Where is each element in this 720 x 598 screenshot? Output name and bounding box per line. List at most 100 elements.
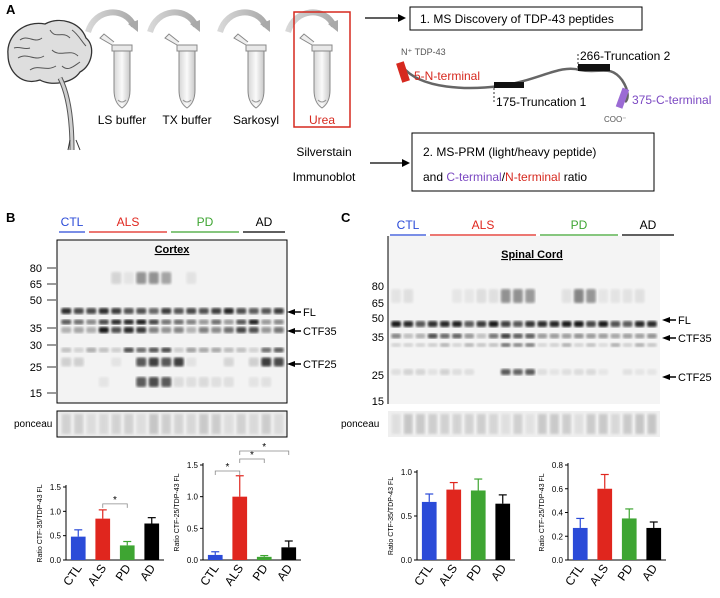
blot-band: [136, 308, 147, 314]
y-tick-label: 0.5: [187, 524, 199, 533]
blot-band: [198, 319, 209, 325]
blot-band: [123, 272, 134, 284]
blot-band: [513, 321, 523, 327]
ponceau-lane: [274, 414, 284, 434]
blot-band: [136, 347, 147, 353]
mw-marker: 15: [30, 388, 42, 400]
ponceau-lane: [489, 414, 498, 434]
blot-band: [573, 343, 584, 347]
blot-band: [500, 369, 511, 375]
blot-band: [586, 321, 596, 327]
y-tick-label: 0.0: [187, 556, 199, 565]
blot-band: [198, 347, 209, 353]
ponceau-lane: [623, 414, 632, 434]
blot-band: [223, 327, 234, 333]
blot-band: [261, 308, 272, 314]
mw-marker: 65: [372, 298, 384, 310]
group-label-ad: AD: [256, 215, 273, 229]
blot-band: [261, 347, 272, 353]
ponceau-lane: [513, 414, 523, 434]
blot-band: [427, 321, 438, 327]
x-tick-label: PD: [250, 561, 271, 583]
buffer-label-urea: Urea: [309, 113, 335, 127]
blot-band: [415, 333, 426, 339]
c-terminal-label: 375-C-terminal: [632, 93, 711, 107]
tube-icon: [299, 33, 333, 109]
blot-band: [136, 357, 147, 367]
blot-band: [236, 319, 247, 325]
blot-band: [61, 357, 72, 367]
blot-band: [173, 308, 184, 314]
bar-chart-c-right: 0.0 0.2 0.4 0.6 0.8 Ratio CTF-25/TDP-43 FL CTL…: [539, 461, 666, 588]
blot-band: [186, 272, 197, 284]
blot-band: [211, 347, 222, 353]
blot-band: [73, 357, 84, 367]
band-arrow-icon: [287, 361, 295, 367]
blot-band: [525, 333, 535, 339]
blot-band: [173, 319, 184, 325]
ponceau-lane: [74, 414, 84, 434]
blot-band: [223, 357, 234, 367]
blot-band: [161, 308, 172, 314]
blot-band: [198, 308, 209, 314]
spinal-band-labels: FL CTF35 CTF25: [662, 315, 712, 384]
spinal-ponceau-label: ponceau: [341, 419, 379, 430]
blot-band: [148, 377, 159, 387]
truncation2-label: 266-Truncation 2: [580, 49, 671, 63]
blot-band: [561, 369, 572, 375]
blot-band: [561, 289, 572, 303]
mw-marker: 25: [30, 362, 42, 374]
blot-band: [634, 343, 645, 347]
blot-band: [634, 333, 645, 339]
ponceau-lane: [124, 414, 134, 434]
blot-band: [248, 319, 259, 325]
bar-ad: [281, 547, 297, 560]
buffer-label-sarkosyl: Sarkosyl: [233, 113, 279, 127]
blot-band: [573, 321, 584, 327]
blot-band: [173, 347, 184, 353]
blot-band: [452, 333, 462, 339]
bar-ctl: [572, 527, 588, 560]
blot-band: [111, 308, 122, 314]
x-tick-label: AD: [137, 561, 158, 583]
blot-band: [403, 333, 414, 339]
group-label-ctl: CTL: [397, 218, 420, 232]
band-label-ctf25: CTF25: [678, 372, 712, 384]
significance-bracket: [239, 450, 290, 455]
y-axis-label: Ratio CTF-35/TDP-43 FL: [37, 484, 44, 562]
ms-prm-box: [411, 132, 655, 192]
blot-band: [513, 333, 523, 339]
blot-band: [148, 347, 159, 353]
mw-marker: 35: [30, 323, 42, 335]
panel-a-label: A: [6, 2, 16, 17]
blot-band: [537, 343, 548, 347]
blot-band: [161, 327, 172, 333]
blot-band: [427, 369, 438, 375]
blot-band: [61, 347, 72, 353]
blot-band: [586, 333, 596, 339]
blot-band: [261, 377, 272, 387]
blot-band: [439, 343, 450, 347]
ponceau-lane: [224, 414, 234, 434]
bar-pd: [470, 490, 486, 560]
significance-mark: *: [262, 442, 266, 453]
ms-discovery-text: 1. MS Discovery of TDP-43 peptides: [420, 12, 614, 26]
blot-band: [415, 321, 426, 327]
blot-band: [403, 369, 414, 375]
tube-icon: [99, 33, 133, 109]
blot-band: [391, 289, 401, 303]
y-tick-label: 0.5: [50, 532, 62, 541]
blot-band: [98, 377, 109, 387]
blot-band: [647, 333, 657, 339]
blot-band: [261, 357, 272, 367]
ponceau-lane: [538, 414, 547, 434]
x-tick-label: CTL: [411, 561, 436, 588]
blot-band: [161, 357, 172, 367]
blot-band: [561, 333, 572, 339]
ponceau-lane: [186, 414, 196, 434]
cortex-band-labels: FL CTF35 CTF25: [287, 307, 337, 371]
n-terminal-label: 5-N-terminal: [414, 69, 480, 83]
x-tick-label: AD: [488, 561, 509, 583]
blot-band: [415, 369, 426, 375]
blot-band: [186, 357, 197, 367]
